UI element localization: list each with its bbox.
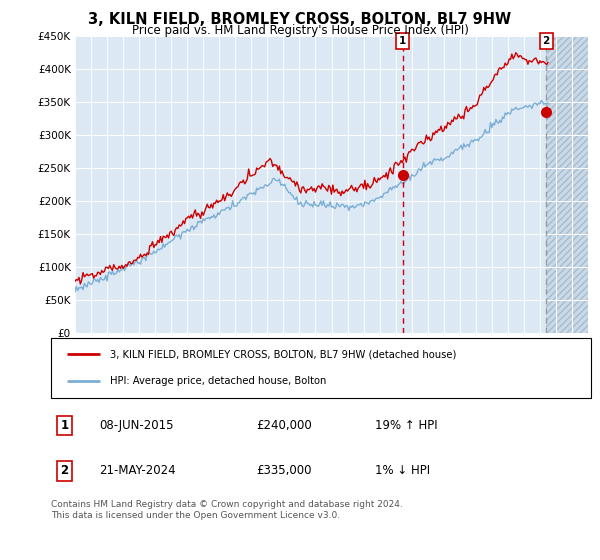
Text: 1: 1 <box>399 36 406 46</box>
Text: 08-JUN-2015: 08-JUN-2015 <box>100 419 174 432</box>
Text: 21-MAY-2024: 21-MAY-2024 <box>100 464 176 477</box>
Text: HPI: Average price, detached house, Bolton: HPI: Average price, detached house, Bolt… <box>110 376 327 386</box>
Text: 3, KILN FIELD, BROMLEY CROSS, BOLTON, BL7 9HW (detached house): 3, KILN FIELD, BROMLEY CROSS, BOLTON, BL… <box>110 349 457 360</box>
Text: 3, KILN FIELD, BROMLEY CROSS, BOLTON, BL7 9HW: 3, KILN FIELD, BROMLEY CROSS, BOLTON, BL… <box>88 12 512 27</box>
Text: £335,000: £335,000 <box>256 464 312 477</box>
Text: £240,000: £240,000 <box>256 419 312 432</box>
Bar <box>546 36 588 333</box>
Text: 19% ↑ HPI: 19% ↑ HPI <box>375 419 437 432</box>
Text: 2: 2 <box>542 36 550 46</box>
Text: Contains HM Land Registry data © Crown copyright and database right 2024.
This d: Contains HM Land Registry data © Crown c… <box>51 500 403 520</box>
Text: 2: 2 <box>61 464 68 477</box>
Text: 1% ↓ HPI: 1% ↓ HPI <box>375 464 430 477</box>
Bar <box>546 36 588 333</box>
Text: 1: 1 <box>61 419 68 432</box>
Text: Price paid vs. HM Land Registry's House Price Index (HPI): Price paid vs. HM Land Registry's House … <box>131 24 469 36</box>
FancyBboxPatch shape <box>51 338 591 398</box>
